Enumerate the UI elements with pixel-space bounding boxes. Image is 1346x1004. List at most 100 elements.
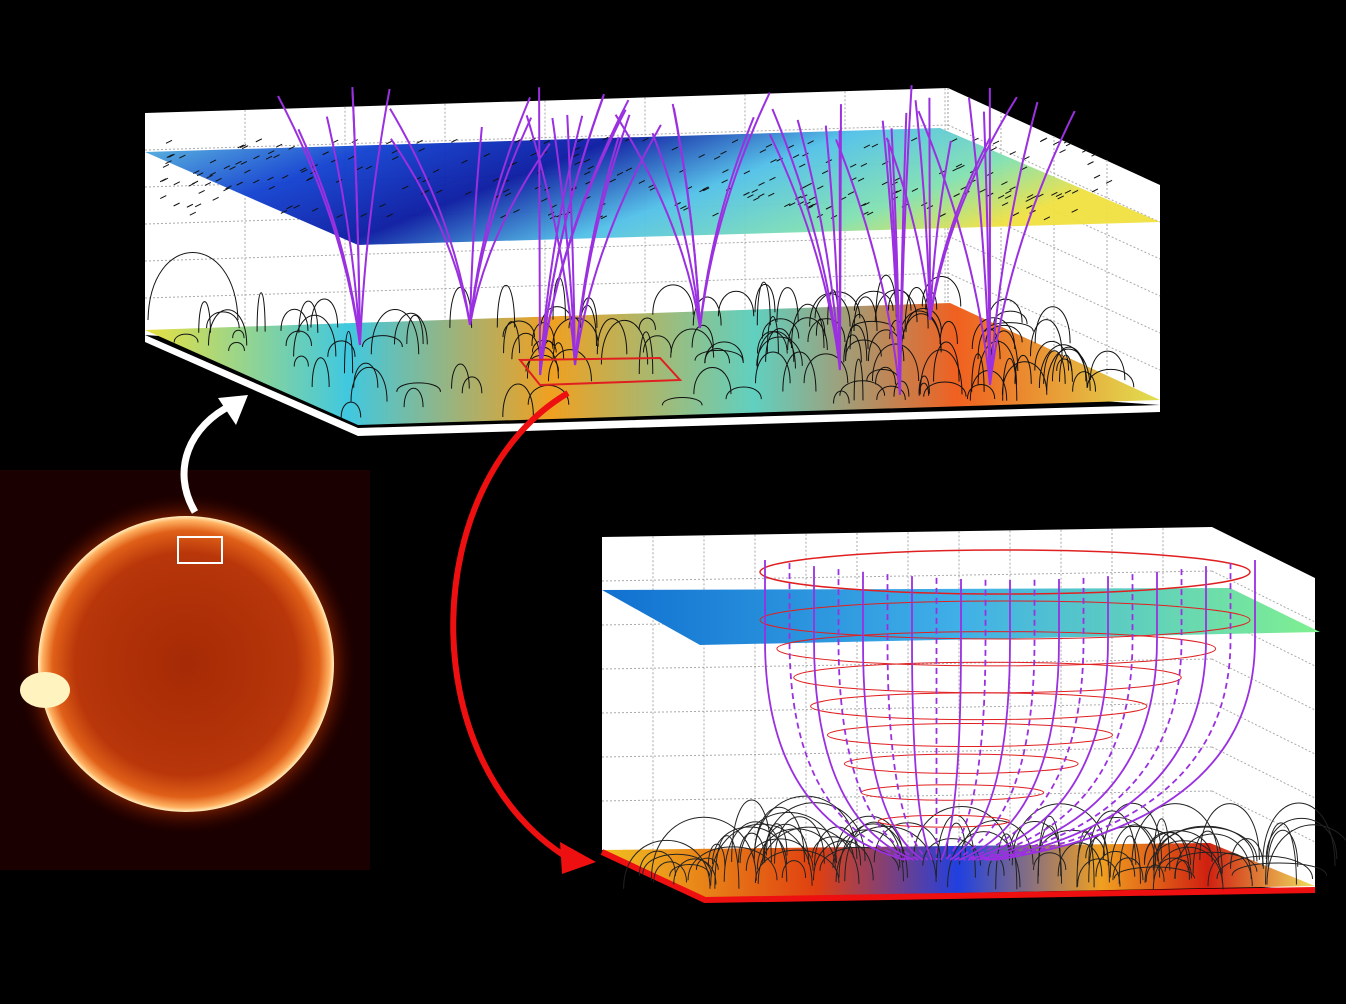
field-line [928, 97, 931, 321]
field-line [539, 93, 605, 376]
hatch [223, 165, 231, 170]
hatch [1091, 188, 1099, 193]
hatch [1043, 216, 1051, 221]
hatch [847, 191, 855, 196]
hatch [416, 139, 423, 144]
hatch [769, 176, 776, 181]
hatch [1105, 179, 1113, 184]
funnel-line [764, 560, 906, 861]
field-line [796, 119, 841, 371]
field-loop [547, 349, 592, 382]
field-loop [293, 314, 337, 357]
field-loop [845, 339, 882, 357]
hatch [1093, 174, 1101, 179]
hatch [952, 167, 959, 172]
field-line [699, 92, 771, 329]
hatch [574, 161, 581, 166]
field-line [672, 107, 701, 329]
hatch [1039, 138, 1047, 143]
field-loop [809, 293, 851, 327]
field-loop [853, 358, 864, 401]
field-loop [344, 331, 354, 374]
field-loop [206, 311, 240, 329]
field-loop [725, 386, 762, 400]
field-loop [833, 390, 850, 404]
field-loop [853, 290, 894, 311]
hatch [173, 202, 180, 207]
red-outline [600, 849, 1316, 904]
field-loop [849, 314, 869, 350]
field-loop [711, 826, 788, 864]
grid-line [1211, 790, 1316, 843]
field-loop [653, 861, 688, 883]
field-loop [756, 828, 836, 870]
hatch [268, 185, 276, 190]
field-line [885, 137, 931, 321]
funnel-top [759, 549, 1251, 595]
field-loop [232, 329, 245, 339]
funnel-line [944, 579, 987, 861]
hatch [792, 154, 800, 159]
hatch [997, 194, 1005, 199]
field-loop [723, 821, 788, 882]
funnel [759, 549, 1256, 861]
hatch [798, 163, 806, 168]
field-loop [714, 835, 740, 889]
field-loop [695, 857, 719, 870]
hatch [160, 195, 167, 200]
field-loop [849, 320, 896, 331]
hatch [584, 171, 591, 176]
field-loop [280, 308, 309, 331]
field-loop [353, 362, 379, 388]
field-loop [198, 301, 211, 333]
funnel-line [886, 574, 929, 861]
field-loop [985, 324, 1023, 343]
field-loop [173, 333, 199, 343]
hatch [436, 189, 443, 194]
field-loop [691, 325, 714, 348]
hatch [863, 201, 870, 206]
field-loop [844, 821, 904, 882]
funnel-ring [877, 814, 1010, 828]
hatch [299, 167, 307, 172]
field-loop [1164, 851, 1258, 872]
grid-line [947, 198, 1161, 297]
hatch [572, 153, 580, 158]
field-loop [1072, 371, 1097, 392]
field-line [566, 114, 576, 366]
hatch [360, 213, 367, 217]
hatch [860, 162, 868, 167]
hatch [237, 144, 245, 149]
field-loop [834, 815, 904, 863]
hatch [335, 178, 343, 183]
field-loop [913, 805, 1010, 861]
hatch [804, 201, 811, 206]
funnel-line [862, 571, 924, 861]
field-loop [1089, 350, 1126, 381]
hatch [802, 152, 809, 157]
field-loop [710, 823, 813, 886]
hatch [1053, 141, 1060, 146]
field-loop [762, 823, 810, 865]
hatch [1025, 198, 1032, 202]
hatch [1065, 142, 1073, 147]
hatch [587, 165, 595, 170]
hatch [173, 181, 180, 186]
red-arrow [450, 390, 570, 861]
field-loop [1112, 857, 1144, 881]
hatch [267, 176, 274, 181]
field-loop [1145, 864, 1165, 882]
field-loop [774, 816, 825, 864]
field-loop [739, 811, 838, 864]
field-line [359, 88, 391, 346]
hatch [712, 212, 719, 217]
field-loop [904, 286, 929, 329]
field-loop [208, 309, 248, 346]
sun-bright-region [20, 672, 70, 708]
field-loop [1267, 829, 1299, 867]
field-loop [839, 380, 886, 396]
hatch [600, 215, 608, 220]
hatch [1001, 202, 1009, 206]
hatch [162, 164, 170, 168]
hatch [543, 140, 551, 145]
